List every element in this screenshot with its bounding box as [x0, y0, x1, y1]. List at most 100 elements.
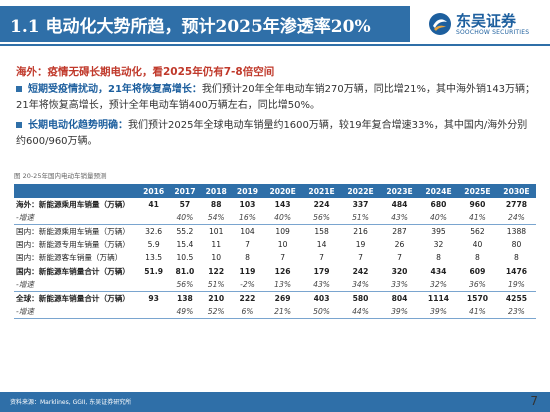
header-cell-label — [14, 184, 138, 198]
value-cell: 39% — [419, 304, 458, 319]
value-cell: 179 — [313, 266, 330, 276]
header-cell-year: 2025E — [457, 184, 497, 198]
table-row: 海外：新能源乘用车销量（万辆） 41 57 88 103 143 224 337 484 680 9… — [14, 198, 536, 211]
value-cell: 138 — [169, 290, 201, 305]
value-cell: 8 — [475, 253, 480, 263]
row-label-cell: 国内：新能源车销量合计（万辆） — [16, 266, 130, 276]
value-cell: 2778 — [505, 200, 528, 210]
value-cell: 19% — [508, 279, 525, 289]
value-cell: 580 — [341, 290, 381, 305]
value-cell: 32 — [433, 240, 444, 250]
value-cell: 51% — [207, 279, 225, 289]
value-cell: 119 — [239, 266, 256, 276]
value-cell: 320 — [391, 266, 408, 276]
value-cell: 41% — [457, 304, 497, 319]
value-cell: 41% — [469, 213, 486, 223]
slide-footer: 资料来源：Marklines, GGII, 东吴证券研究所 — [0, 392, 550, 412]
value-cell: 143 — [274, 200, 291, 210]
table-row: 国内：新能源车销量合计（万辆） 51.9 81.0 122 119 126 179 242 32… — [14, 264, 536, 277]
value-cell: 43% — [391, 213, 408, 223]
value-cell: 395 — [419, 224, 458, 239]
value-cell — [138, 278, 169, 292]
value-cell: 50% — [302, 304, 342, 319]
table-row: -增速 56% 51% -2% 13% 43% 34% 33% 32% 36% 19% — [14, 278, 536, 292]
value-cell — [138, 304, 170, 319]
value-cell: 224 — [313, 200, 330, 210]
value-cell: 562 — [457, 224, 497, 239]
value-cell: 7 — [319, 253, 324, 263]
value-cell: 8 — [514, 253, 519, 263]
value-cell: 40% — [176, 213, 194, 223]
value-cell: 4255 — [496, 290, 536, 305]
logo-mark-icon — [429, 13, 451, 35]
bullet-heading: 短期受疫情扰动，21年将恢复高增长： — [28, 84, 202, 95]
header-cell-year: 2020E — [263, 184, 303, 198]
value-cell: 222 — [231, 290, 264, 305]
value-cell: 1476 — [505, 266, 528, 276]
value-cell: 242 — [352, 266, 369, 276]
value-cell: 103 — [239, 200, 256, 210]
row-label-cell: 海外：新能源乘用车销量（万辆） — [16, 200, 130, 210]
table-header-row: 2016 2017 2018 2019 2020E 2021E 2022E 2023E 2024… — [14, 184, 536, 198]
table-caption: 图 20-25年国内电动车销量预测 — [14, 172, 107, 180]
value-cell: 23% — [496, 304, 536, 319]
title-bar: 1.1 电动化大势所趋，预计2025年渗透率20% — [0, 6, 410, 42]
value-cell: 40% — [430, 213, 447, 223]
lead-statement: 海外：疫情无碍长期电动化，看2025年仍有7-8倍空间 — [16, 66, 275, 78]
row-label-cell: -增速 — [14, 304, 138, 319]
value-cell: 5.9 — [147, 240, 160, 250]
row-label-cell: 国内：新能源客车销量（万辆） — [16, 253, 123, 263]
value-cell: 16% — [239, 213, 256, 223]
value-cell: 122 — [208, 266, 225, 276]
value-cell: 434 — [430, 266, 447, 276]
value-cell: 960 — [469, 200, 486, 210]
value-cell: 101 — [200, 224, 232, 239]
row-label-cell: -增速 — [16, 213, 34, 223]
table-row: -增速 49% 52% 6% 21% 50% 44% 39% 39% 41% 23% — [14, 304, 536, 319]
page-number: 7 — [530, 394, 538, 408]
value-cell: 337 — [352, 200, 369, 210]
value-cell: 158 — [302, 224, 342, 239]
value-cell: 32.6 — [138, 224, 170, 239]
value-cell: 11 — [211, 240, 222, 250]
value-cell: 24% — [508, 213, 525, 223]
value-cell: 52% — [200, 304, 232, 319]
value-cell: 49% — [169, 304, 201, 319]
bullet-square-icon — [16, 122, 22, 128]
value-cell — [138, 211, 169, 225]
value-cell: 126 — [274, 266, 291, 276]
value-cell: 21% — [263, 304, 303, 319]
value-cell: 109 — [263, 224, 303, 239]
value-cell: 13.5 — [145, 253, 163, 263]
value-cell: 210 — [200, 290, 232, 305]
value-cell: 51.9 — [144, 266, 164, 276]
value-cell: 14 — [316, 240, 327, 250]
value-cell: 7 — [358, 253, 363, 263]
value-cell: 41 — [148, 200, 159, 210]
value-cell: 7 — [245, 240, 250, 250]
value-cell: 15.4 — [176, 240, 194, 250]
value-cell: 34% — [352, 279, 369, 289]
value-cell: -2% — [240, 279, 255, 289]
header-cell-year: 2016 — [138, 184, 170, 198]
value-cell: 7 — [397, 253, 402, 263]
slide-header: 1.1 电动化大势所趋，预计2025年渗透率20% 东吴证券 SOOCHOW S… — [0, 0, 550, 52]
header-cell-year: 2023E — [380, 184, 419, 198]
value-cell: 40 — [472, 240, 483, 250]
value-cell: 287 — [380, 224, 419, 239]
value-cell: 32% — [430, 279, 447, 289]
value-cell: 56% — [176, 279, 194, 289]
value-cell: 269 — [263, 290, 303, 305]
value-cell: 43% — [313, 279, 331, 289]
value-cell: 1570 — [457, 290, 497, 305]
table-row: 国内：新能源乘用车销量（万辆） 32.6 55.2 101 104 109 158 216 28… — [14, 224, 536, 239]
value-cell: 484 — [391, 200, 408, 210]
header-cell-year: 2019 — [231, 184, 264, 198]
value-cell: 10.5 — [176, 253, 194, 263]
ev-sales-table: 2016 2017 2018 2019 2020E 2021E 2022E 2023E 2024… — [14, 184, 536, 319]
bullet-long-term: 长期电动化趋势明确：我们预计2025年全球电动车销量约1600万辆，较19年复合… — [16, 118, 536, 150]
bullet-short-term: 短期受疫情扰动，21年将恢复高增长：我们预计20年全年电动车销270万辆，同比增… — [16, 82, 536, 114]
value-cell: 7 — [280, 253, 286, 263]
value-cell: 44% — [341, 304, 381, 319]
value-cell: 33% — [391, 279, 408, 289]
